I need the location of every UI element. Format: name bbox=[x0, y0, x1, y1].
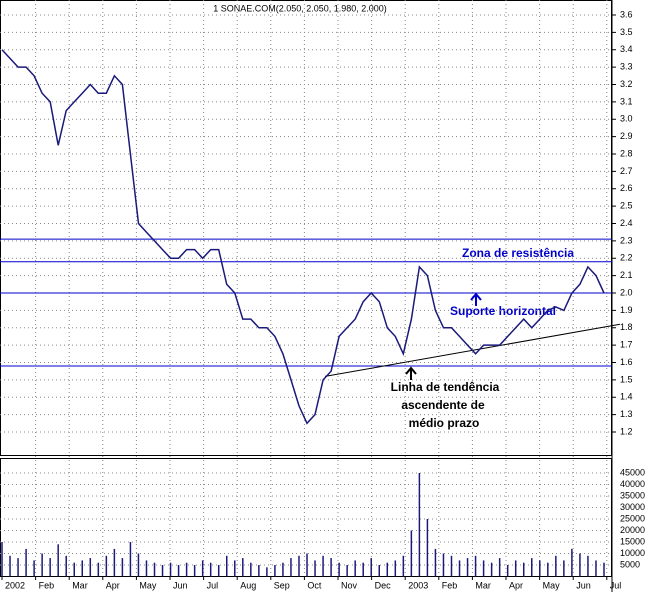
annotation: ascendente de bbox=[401, 398, 485, 412]
x-tick-label: Apr bbox=[509, 580, 523, 590]
y-tick-label: 1.5 bbox=[620, 374, 633, 384]
y-tick-label: 3.1 bbox=[620, 96, 633, 106]
x-tick-label: Oct bbox=[307, 580, 322, 590]
x-tick-label: Mar bbox=[475, 580, 491, 590]
x-tick-label: May bbox=[543, 580, 561, 590]
annotation: médio prazo bbox=[409, 416, 480, 430]
x-tick-label: Feb bbox=[442, 580, 458, 590]
price-line bbox=[1, 49, 605, 425]
volume-panel bbox=[0, 458, 612, 577]
x-tick-label: Jun bbox=[173, 580, 188, 590]
volume-tick-label: 20000 bbox=[620, 525, 645, 535]
y-tick-label: 1.7 bbox=[620, 340, 633, 350]
y-tick-label: 1.8 bbox=[620, 322, 633, 332]
y-tick-label: 1.4 bbox=[620, 392, 633, 402]
y-tick-label: 2.5 bbox=[620, 201, 633, 211]
x-tick-label: Nov bbox=[341, 580, 358, 590]
x-tick-label: Aug bbox=[240, 580, 256, 590]
y-tick-label: 2.0 bbox=[620, 287, 633, 297]
y-tick-label: 2.8 bbox=[620, 148, 633, 158]
annotation: Suporte horizontal bbox=[450, 304, 556, 318]
y-tick-label: 2.6 bbox=[620, 183, 633, 193]
volume-tick-label: 30000 bbox=[620, 502, 645, 512]
y-tick-label: 2.9 bbox=[620, 131, 633, 141]
y-tick-label: 3.6 bbox=[620, 9, 633, 19]
volume-tick-label: 25000 bbox=[620, 513, 645, 523]
y-tick-label: 2.3 bbox=[620, 235, 633, 245]
x-tick-label: May bbox=[139, 580, 157, 590]
y-tick-label: 2.2 bbox=[620, 253, 633, 263]
y-tick-label: 1.2 bbox=[620, 426, 633, 436]
arrow bbox=[405, 366, 417, 380]
y-tick-label: 1.6 bbox=[620, 357, 633, 367]
y-tick-label: 2.4 bbox=[620, 218, 633, 228]
volume-tick-label: 35000 bbox=[620, 490, 645, 500]
y-tick-label: 3.3 bbox=[620, 62, 633, 72]
y-tick-label: 3.5 bbox=[620, 27, 633, 37]
y-tick-label: 1.3 bbox=[620, 409, 633, 419]
annotation: Zona de resistência bbox=[462, 246, 574, 260]
volume-tick-label: 45000 bbox=[620, 467, 645, 477]
price-panel bbox=[0, 0, 612, 456]
annotation: Linha de tendência bbox=[391, 380, 500, 394]
x-tick-label: Dec bbox=[375, 580, 392, 590]
x-tick-label: Apr bbox=[106, 580, 120, 590]
y-tick-label: 3.4 bbox=[620, 44, 633, 54]
x-tick-label: Jul bbox=[207, 580, 219, 590]
volume-tick-label: 40000 bbox=[620, 479, 645, 489]
y-tick-label: 1.9 bbox=[620, 305, 633, 315]
x-tick-label: Jun bbox=[576, 580, 591, 590]
volume-tick-label: 10000 bbox=[620, 548, 645, 558]
y-tick-label: 3.2 bbox=[620, 79, 633, 89]
volume-tick-label: 5000 bbox=[620, 559, 640, 569]
y-tick-label: 3.0 bbox=[620, 114, 633, 124]
x-tick-label: Sep bbox=[274, 580, 290, 590]
x-tick-label: Jul bbox=[610, 580, 622, 590]
x-tick-label: Feb bbox=[39, 580, 55, 590]
x-tick-label: Mar bbox=[72, 580, 88, 590]
arrow bbox=[470, 292, 482, 306]
x-tick-label: 2003 bbox=[408, 580, 428, 590]
x-tick-label: 2002 bbox=[5, 580, 25, 590]
chart-title: 1 SONAE.COM(2.050, 2.050, 1.980, 2.000) bbox=[213, 3, 387, 13]
y-tick-label: 2.7 bbox=[620, 166, 633, 176]
y-tick-label: 2.1 bbox=[620, 270, 633, 280]
volume-tick-label: 15000 bbox=[620, 536, 645, 546]
